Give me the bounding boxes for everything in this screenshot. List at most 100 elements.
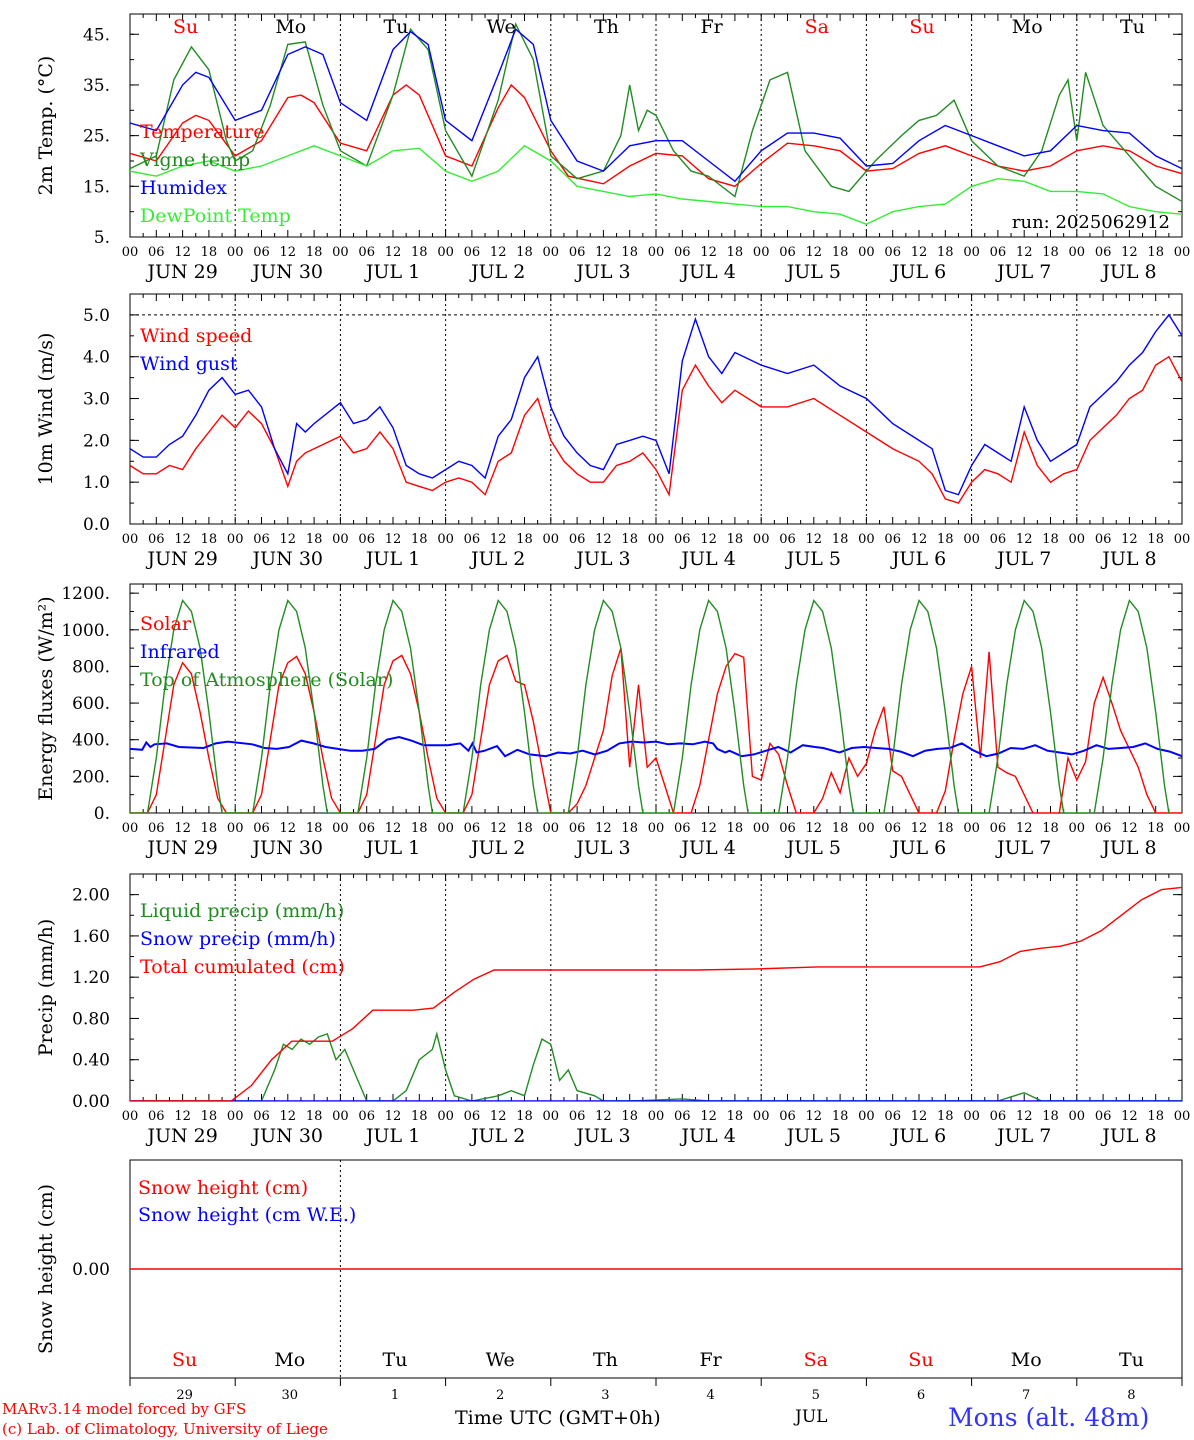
y-tick-label: 25.	[83, 127, 110, 147]
series-line-red	[130, 83, 1182, 188]
hour-tick-label: 00	[963, 532, 980, 547]
hour-tick-label: 12	[700, 532, 717, 547]
y-tick-label: 0.	[94, 804, 110, 824]
hour-tick-label: 18	[832, 245, 849, 260]
y-tick-label: 800.	[72, 657, 110, 677]
series-line-blue	[130, 735, 1182, 758]
y-tick-label: 600.	[72, 694, 110, 714]
date-label: JUL 8	[1100, 837, 1156, 859]
panel-precip: 00 06 12 18 00 06 12 18 00 06 12 18 00 06 12 18 00 06 12 18…	[35, 873, 1190, 1147]
hour-tick-label: 00	[1069, 532, 1086, 547]
hour-tick-label: 00	[543, 1109, 560, 1124]
weekday-label: Mo	[1011, 1349, 1042, 1371]
y-tick-label: 0.00	[72, 1260, 110, 1280]
weekday-label: Tu	[1119, 1349, 1144, 1371]
day-number: 29	[176, 1388, 193, 1403]
y-tick-label: 5.0	[83, 306, 110, 326]
legend-entry: Top of Atmosphere (Solar)	[140, 669, 393, 691]
hour-tick-label: 18	[201, 532, 218, 547]
hour-tick-label: 12	[1121, 1109, 1138, 1124]
hour-tick-label: 06	[253, 821, 270, 836]
hour-tick-label: 12	[174, 1109, 191, 1124]
hour-tick-label: 18	[832, 1109, 849, 1124]
day-number: 3	[601, 1388, 609, 1403]
series-line-red	[130, 647, 1182, 813]
hour-tick-label: 12	[806, 821, 823, 836]
date-label: JUL 1	[364, 548, 420, 570]
hour-tick-label: 06	[253, 532, 270, 547]
hour-tick-label: 18	[727, 1109, 744, 1124]
hour-tick-label: 12	[911, 532, 928, 547]
weekday-label: Tu	[383, 1349, 408, 1371]
day-number: 1	[391, 1388, 399, 1403]
date-label: JUL 8	[1100, 1125, 1156, 1147]
day-number: 4	[706, 1388, 714, 1403]
hour-tick-label: 00	[858, 532, 875, 547]
hour-tick-label: 12	[1121, 532, 1138, 547]
hour-tick-label: 00	[648, 821, 665, 836]
hour-tick-label: 12	[1016, 532, 1033, 547]
weekday-label: Sa	[804, 1349, 828, 1371]
hour-tick-label: 00	[543, 821, 560, 836]
hour-tick-label: 06	[674, 245, 691, 260]
hour-tick-label: 06	[779, 821, 796, 836]
chart-panels: 00 06 12 18 00 06 12 18 00 06 12 18 00 06 12 18 00 06 12 18…	[35, 13, 1190, 1403]
date-label: JUL 1	[364, 1125, 420, 1147]
series-line-lightgreen	[130, 144, 1182, 226]
hour-tick-label: 18	[411, 532, 428, 547]
weekday-label: We	[486, 1349, 515, 1371]
hour-tick-label: 06	[464, 532, 481, 547]
hour-tick-label: 06	[569, 821, 586, 836]
hour-tick-label: 18	[201, 1109, 218, 1124]
hour-tick-label: 12	[806, 532, 823, 547]
date-label: JUL 8	[1100, 548, 1156, 570]
hour-tick-label: 00	[543, 245, 560, 260]
date-label: JUL 5	[785, 548, 841, 570]
day-number: 5	[812, 1388, 820, 1403]
y-axis-label: 2m Temp. (°C)	[35, 56, 57, 196]
date-label: JUN 30	[251, 837, 323, 859]
hour-tick-label: 00	[1069, 821, 1086, 836]
hour-tick-label: 06	[674, 1109, 691, 1124]
date-label: JUL 1	[364, 837, 420, 859]
date-label: JUL 3	[574, 1125, 630, 1147]
legend-entry: Wind gust	[140, 353, 238, 375]
month-label: JUL	[793, 1407, 827, 1427]
date-label: JUL 4	[679, 837, 735, 859]
series-line-green	[130, 22, 1182, 203]
hour-tick-label: 06	[464, 1109, 481, 1124]
weekday-label: Su	[172, 1349, 197, 1371]
legend-entry: Temperature	[140, 121, 264, 143]
hour-tick-label: 00	[1069, 245, 1086, 260]
date-label: JUL 6	[890, 548, 946, 570]
weekday-label: Mo	[275, 16, 306, 38]
hour-tick-label: 00	[227, 1109, 244, 1124]
y-tick-label: 3.0	[83, 390, 110, 410]
hour-tick-label: 12	[911, 245, 928, 260]
panel-energy: 00 06 12 18 00 06 12 18 00 06 12 18 00 06 12 18 00 06 12 18…	[35, 583, 1190, 859]
date-label: JUL 3	[574, 837, 630, 859]
legend-entry: Snow height (cm)	[138, 1177, 308, 1199]
hour-tick-label: 00	[332, 532, 349, 547]
hour-tick-label: 00	[122, 1109, 139, 1124]
hour-tick-label: 06	[148, 1109, 165, 1124]
legend-entry: Solar	[140, 613, 192, 635]
day-number: 30	[282, 1388, 299, 1403]
hour-tick-label: 06	[779, 1109, 796, 1124]
y-tick-label: 400.	[72, 731, 110, 751]
hour-tick-label: 12	[700, 821, 717, 836]
hour-tick-label: 18	[1042, 245, 1059, 260]
hour-tick-label: 06	[1095, 532, 1112, 547]
series-line-red	[130, 355, 1182, 504]
hour-tick-label: 18	[516, 532, 533, 547]
hour-tick-label: 06	[148, 245, 165, 260]
y-tick-label: 45.	[83, 25, 110, 45]
hour-tick-label: 12	[280, 245, 297, 260]
date-label: JUL 2	[469, 261, 525, 283]
hour-tick-label: 06	[884, 245, 901, 260]
hour-tick-label: 18	[832, 821, 849, 836]
hour-tick-label: 18	[306, 245, 323, 260]
hour-tick-label: 06	[779, 532, 796, 547]
hour-tick-label: 18	[727, 532, 744, 547]
date-label: JUL 6	[890, 261, 946, 283]
